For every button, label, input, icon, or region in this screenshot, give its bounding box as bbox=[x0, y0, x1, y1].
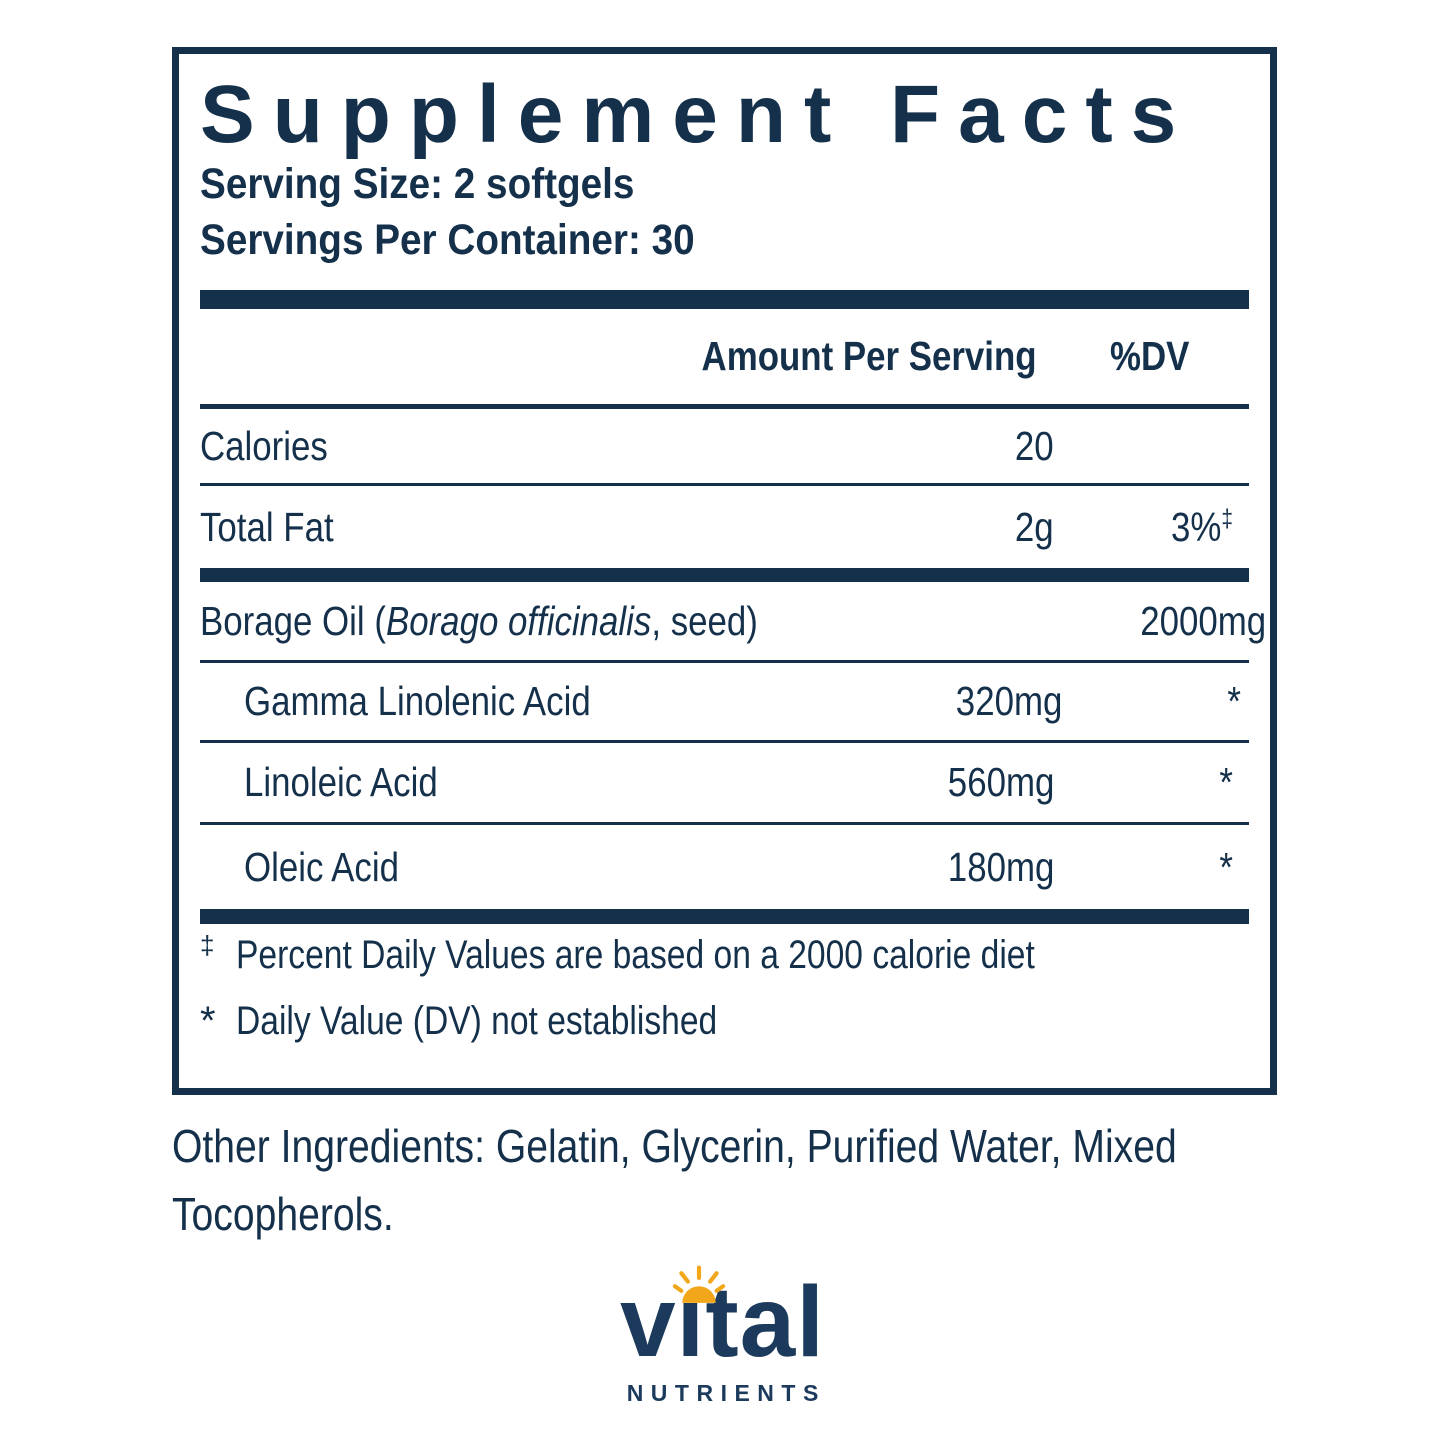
logo-wordmark-wrap: vital bbox=[620, 1265, 825, 1372]
row-borage-oil-amount: 2000mg bbox=[1140, 597, 1267, 644]
row-calories-amount: 20 bbox=[1015, 422, 1054, 469]
row-total-fat-amount: 2g bbox=[1015, 503, 1054, 550]
row-linoleic-acid-amount: 560mg bbox=[947, 759, 1054, 805]
row-linoleic-acid: Linoleic Acid 560mg * bbox=[200, 743, 1249, 822]
divider bbox=[200, 483, 1249, 486]
column-header-amount: Amount Per Serving bbox=[701, 333, 1037, 379]
row-gamma-linolenic-acid-dv: * bbox=[1227, 678, 1241, 724]
footnote-percent-dv-text: Percent Daily Values are based on a 2000… bbox=[236, 933, 1035, 977]
row-total-fat: Total Fat 2g 3%‡ bbox=[200, 486, 1249, 568]
footnote-dv-not-established-text: Daily Value (DV) not established bbox=[236, 999, 718, 1043]
footnote-asterisk-marker: * bbox=[200, 999, 216, 1043]
thick-divider-bottom bbox=[200, 909, 1249, 924]
dagger-footnote-mark: ‡ bbox=[1221, 504, 1233, 532]
sun-icon bbox=[672, 1265, 726, 1303]
other-ingredients-line2: Tocopherols. bbox=[172, 1188, 394, 1240]
divider bbox=[200, 822, 1249, 825]
footnote-dv-not-established: * Daily Value (DV) not established bbox=[200, 990, 1249, 1052]
panel-title: Supplement Facts bbox=[200, 69, 1195, 160]
footnote-percent-dv: ‡ Percent Daily Values are based on a 20… bbox=[200, 924, 1249, 990]
row-linoleic-acid-dv: * bbox=[1219, 759, 1233, 805]
other-ingredients-line1: Other Ingredients: Gelatin, Glycerin, Pu… bbox=[172, 1120, 1177, 1172]
row-linoleic-acid-name: Linoleic Acid bbox=[244, 759, 438, 805]
vital-nutrients-logo: vital NUTRIENTS bbox=[0, 1265, 1445, 1407]
row-oleic-acid-amount: 180mg bbox=[947, 843, 1054, 890]
column-header-dv: %DV bbox=[1109, 333, 1189, 379]
supplement-facts-panel: Supplement Facts Serving Size: 2 softgel… bbox=[172, 47, 1277, 1095]
row-total-fat-dv: 3%‡ bbox=[1170, 503, 1233, 550]
column-header-row: Amount Per Serving %DV bbox=[200, 309, 1249, 404]
divider bbox=[200, 404, 1249, 409]
row-borage-oil: Borage Oil (Borago officinalis, seed) 20… bbox=[200, 582, 1266, 660]
thick-divider-mid bbox=[200, 568, 1249, 582]
servings-per-container: Servings Per Container: 30 bbox=[200, 212, 1249, 268]
footnote-dagger-marker: ‡ bbox=[200, 930, 215, 960]
serving-size-text: Serving Size: 2 softgels bbox=[200, 160, 635, 208]
latin-name: Borago officinalis bbox=[385, 597, 652, 644]
other-ingredients: Other Ingredients: Gelatin, Glycerin, Pu… bbox=[172, 1112, 1354, 1248]
row-borage-oil-name: Borage Oil (Borago officinalis, seed) bbox=[200, 597, 758, 644]
thick-divider-top bbox=[200, 290, 1249, 309]
servings-per-container-text: Servings Per Container: 30 bbox=[200, 216, 695, 264]
row-gamma-linolenic-acid: Gamma Linolenic Acid 320mg * bbox=[200, 663, 1249, 740]
row-gamma-linolenic-acid-name: Gamma Linolenic Acid bbox=[244, 678, 591, 724]
row-calories: Calories 20 bbox=[200, 409, 1249, 483]
row-calories-name: Calories bbox=[200, 422, 328, 469]
row-oleic-acid: Oleic Acid 180mg * bbox=[200, 825, 1249, 909]
logo-subtext: NUTRIENTS bbox=[626, 1380, 826, 1406]
divider bbox=[200, 660, 1249, 663]
serving-size: Serving Size: 2 softgels bbox=[200, 156, 1249, 212]
row-oleic-acid-dv: * bbox=[1219, 843, 1233, 890]
row-gamma-linolenic-acid-amount: 320mg bbox=[955, 678, 1062, 724]
row-oleic-acid-name: Oleic Acid bbox=[244, 843, 399, 890]
row-total-fat-name: Total Fat bbox=[200, 503, 334, 550]
divider bbox=[200, 740, 1249, 743]
row-calories-dv bbox=[1094, 423, 1249, 470]
